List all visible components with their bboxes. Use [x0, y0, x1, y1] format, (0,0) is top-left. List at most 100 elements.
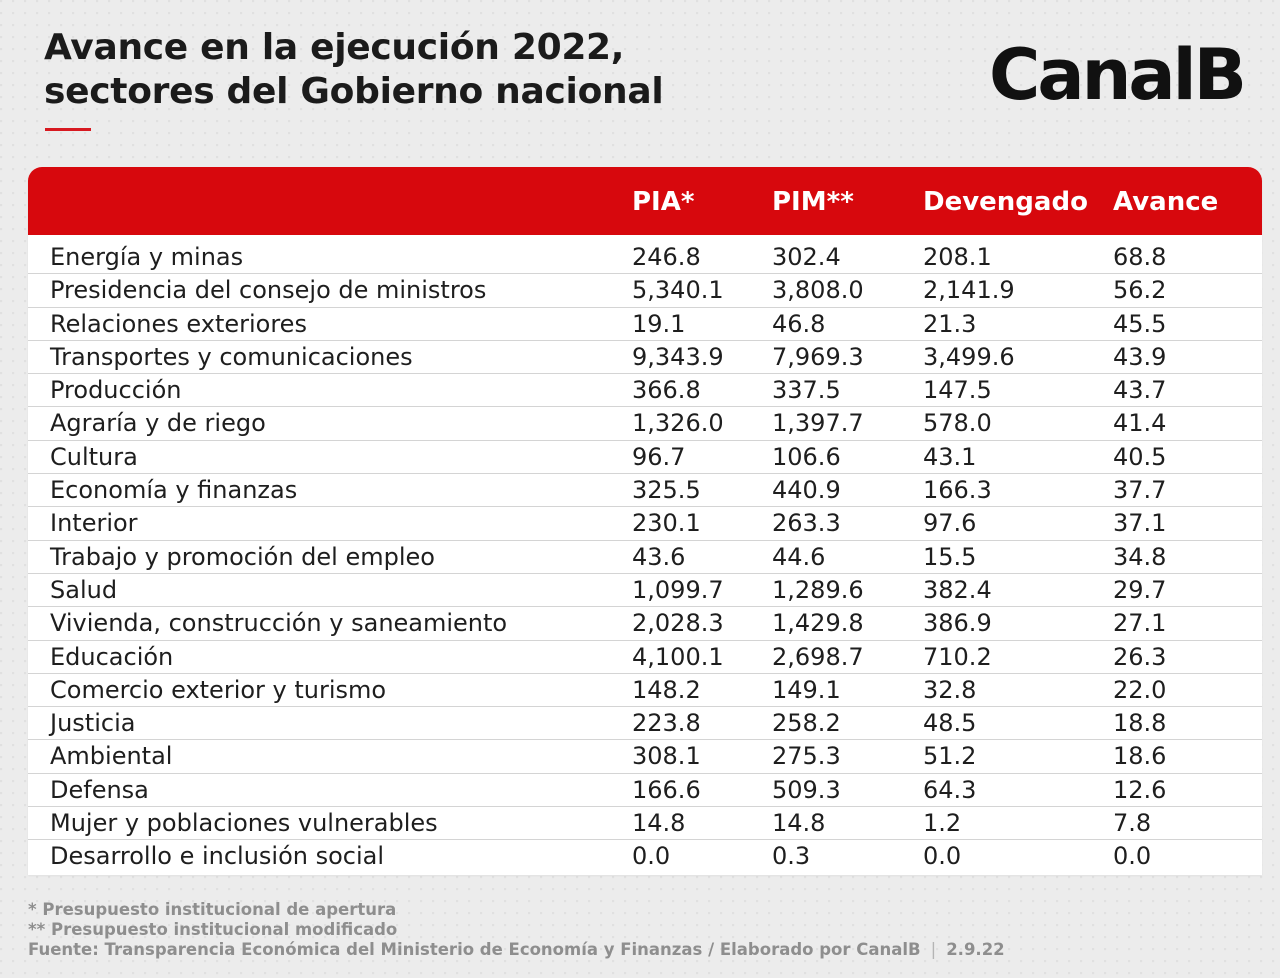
footnote-pim: ** Presupuesto institucional modificado: [28, 920, 398, 939]
cell-sector: Agraría y de riego: [50, 409, 266, 438]
header: Avance en la ejecución 2022, sectores de…: [0, 0, 1280, 160]
table-row: Defensa 166.6 509.3 64.3 12.6: [28, 774, 1262, 808]
cell-sector: Energía y minas: [50, 243, 244, 271]
source-date: 2.9.22: [946, 940, 1005, 959]
cell-avance: 45.5: [1113, 309, 1167, 338]
cell-pim: 0.3: [772, 842, 811, 871]
cell-devengado: 386.9: [923, 609, 992, 638]
table-row: Comercio exterior y turismo 148.2 149.1 32.…: [28, 674, 1262, 708]
cell-pim: 263.3: [772, 509, 841, 538]
cell-pia: 325.5: [632, 476, 701, 505]
cell-pim: 44.6: [772, 542, 826, 571]
cell-pia: 9,343.9: [632, 342, 724, 371]
cell-devengado: 3,499.6: [923, 342, 1015, 371]
cell-avance: 22.0: [1113, 675, 1167, 704]
column-header-pia: PIA*: [632, 187, 695, 217]
table-row: Cultura 96.7 106.6 43.1 40.5: [28, 441, 1262, 475]
cell-pim: 1,429.8: [772, 609, 864, 638]
cell-devengado: 147.5: [923, 376, 992, 405]
cell-pim: 1,289.6: [772, 575, 864, 604]
cell-avance: 34.8: [1113, 542, 1167, 571]
cell-devengado: 32.8: [923, 675, 977, 704]
source-text: Fuente: Transparencia Económica del Mini…: [28, 940, 921, 959]
cell-avance: 43.7: [1113, 376, 1167, 405]
page-title: Avance en la ejecución 2022, sectores de…: [44, 26, 664, 114]
table-header: PIA* PIM** Devengado Avance: [28, 167, 1262, 235]
cell-pia: 230.1: [632, 509, 701, 538]
table-row: Energía y minas 246.8 302.4 208.1 68.8: [28, 241, 1262, 275]
cell-avance: 26.3: [1113, 642, 1167, 671]
budget-table: PIA* PIM** Devengado Avance Energía y mi…: [28, 167, 1262, 875]
cell-sector: Salud: [50, 575, 118, 604]
cell-pim: 3,808.0: [772, 276, 864, 305]
cell-devengado: 51.2: [923, 742, 977, 771]
cell-avance: 40.5: [1113, 442, 1167, 471]
table-row: Economía y finanzas 325.5 440.9 166.3 37.7: [28, 474, 1262, 508]
cell-pia: 366.8: [632, 376, 701, 405]
title-accent-underline: [45, 128, 91, 131]
table-row: Salud 1,099.7 1,289.6 382.4 29.7: [28, 574, 1262, 608]
cell-avance: 56.2: [1113, 276, 1167, 305]
cell-pim: 2,698.7: [772, 642, 864, 671]
cell-avance: 41.4: [1113, 409, 1167, 438]
cell-sector: Presidencia del consejo de ministros: [50, 276, 487, 305]
table-row: Transportes y comunicaciones 9,343.9 7,969…: [28, 341, 1262, 375]
table-row: Interior 230.1 263.3 97.6 37.1: [28, 507, 1262, 541]
table-row: Producción 366.8 337.5 147.5 43.7: [28, 374, 1262, 408]
cell-sector: Relaciones exteriores: [50, 309, 307, 338]
table-row: Justicia 223.8 258.2 48.5 18.8: [28, 707, 1262, 741]
source-line: Fuente: Transparencia Económica del Mini…: [28, 940, 1258, 960]
page-title-line-2: sectores del Gobierno nacional: [44, 71, 664, 112]
cell-devengado: 97.6: [923, 509, 977, 538]
cell-pia: 1,099.7: [632, 575, 724, 604]
cell-pia: 148.2: [632, 675, 701, 704]
cell-devengado: 578.0: [923, 409, 992, 438]
cell-pim: 46.8: [772, 309, 826, 338]
table-body: Energía y minas 246.8 302.4 208.1 68.8 Presid…: [28, 241, 1262, 874]
cell-pia: 4,100.1: [632, 642, 724, 671]
cell-pia: 19.1: [632, 309, 686, 338]
cell-pia: 43.6: [632, 542, 686, 571]
cell-devengado: 208.1: [923, 243, 992, 271]
table-row: Mujer y poblaciones vulnerables 14.8 14.8 1…: [28, 807, 1262, 841]
cell-sector: Interior: [50, 509, 138, 538]
cell-pim: 258.2: [772, 709, 841, 738]
cell-avance: 29.7: [1113, 575, 1167, 604]
cell-pia: 2,028.3: [632, 609, 724, 638]
table-row: Vivienda, construcción y saneamiento 2,02…: [28, 607, 1262, 641]
cell-sector: Economía y finanzas: [50, 476, 298, 505]
footnote-pia: * Presupuesto institucional de apertura: [28, 900, 397, 919]
cell-avance: 68.8: [1113, 243, 1167, 271]
cell-avance: 37.1: [1113, 509, 1167, 538]
cell-pia: 166.6: [632, 775, 701, 804]
cell-pia: 246.8: [632, 243, 701, 271]
page-title-line-1: Avance en la ejecución 2022,: [44, 27, 625, 68]
cell-devengado: 382.4: [923, 575, 992, 604]
canalb-logo: CanalB: [988, 34, 1247, 116]
cell-pia: 1,326.0: [632, 409, 724, 438]
cell-sector: Desarrollo e inclusión social: [50, 842, 385, 871]
cell-pim: 1,397.7: [772, 409, 864, 438]
cell-pim: 337.5: [772, 376, 841, 405]
cell-sector: Justicia: [50, 709, 136, 738]
cell-pia: 0.0: [632, 842, 671, 871]
table-row: Desarrollo e inclusión social 0.0 0.3 0.0 0.…: [28, 840, 1262, 873]
cell-avance: 18.6: [1113, 742, 1167, 771]
cell-sector: Educación: [50, 642, 174, 671]
table-row: Ambiental 308.1 275.3 51.2 18.6: [28, 740, 1262, 774]
column-header-pim: PIM**: [772, 187, 854, 217]
cell-sector: Producción: [50, 376, 182, 405]
cell-pim: 440.9: [772, 476, 841, 505]
cell-devengado: 166.3: [923, 476, 992, 505]
table-row: Presidencia del consejo de ministros 5,34…: [28, 274, 1262, 308]
cell-pim: 149.1: [772, 675, 841, 704]
cell-devengado: 21.3: [923, 309, 977, 338]
cell-pia: 96.7: [632, 442, 686, 471]
table-row: Relaciones exteriores 19.1 46.8 21.3 45.5: [28, 308, 1262, 341]
cell-devengado: 43.1: [923, 442, 977, 471]
column-header-devengado: Devengado: [923, 187, 1088, 217]
cell-sector: Comercio exterior y turismo: [50, 675, 387, 704]
cell-sector: Vivienda, construcción y saneamiento: [50, 609, 508, 638]
cell-sector: Trabajo y promoción del empleo: [50, 542, 435, 571]
cell-sector: Defensa: [50, 775, 149, 804]
